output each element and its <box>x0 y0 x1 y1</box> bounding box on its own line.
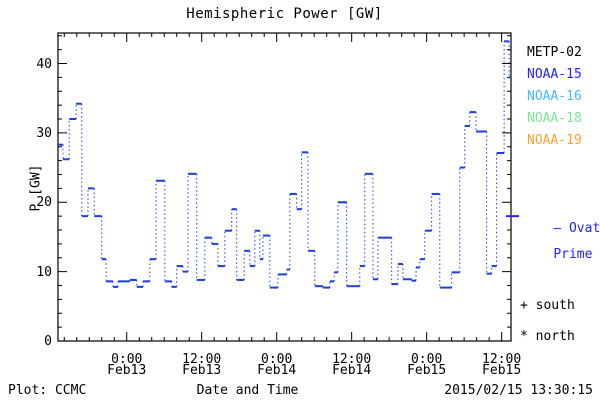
legend-item-noaa16: NOAA-16 <box>527 89 582 104</box>
x-tick-time: 0:00 <box>410 352 443 367</box>
legend-item-noaa15: NOAA-15 <box>527 67 582 82</box>
x-tick-time: 0:00 <box>261 352 293 367</box>
x-tick-time: 12:00 <box>182 352 222 367</box>
north-marker-label: * north <box>520 329 575 344</box>
x-tick-time: 12:00 <box>482 352 522 367</box>
ovation-label-line2: Prime HPI <box>553 247 593 262</box>
x-tick-date: Feb14 <box>332 363 372 378</box>
legend-item-noaa19: NOAA-19 <box>527 133 582 148</box>
y-axis-tick-label: 30 <box>36 125 52 141</box>
x-tick-date: Feb13 <box>107 363 147 378</box>
y-axis-tick-label: 10 <box>36 264 52 280</box>
x-axis-title: Date and Time <box>196 383 299 398</box>
legend-item-metp02: METP-02 <box>527 45 582 60</box>
plot-border <box>57 32 512 342</box>
x-tick-date: Feb15 <box>482 363 522 378</box>
x-axis-tick-label: 0:00 Feb13 <box>87 352 167 378</box>
y-axis-tick-label: 0 <box>44 334 52 349</box>
x-tick-date: Feb15 <box>407 363 447 378</box>
footer-credit: Plot: CCMC <box>8 383 87 398</box>
x-tick-time: 12:00 <box>332 352 372 367</box>
y-axis-tick-label: 20 <box>36 195 52 211</box>
y-axis-tick-label: 40 <box>36 56 52 72</box>
ovation-label-line1: — Ovation <box>553 221 600 236</box>
x-axis-tick-label: 12:00 Feb15 <box>462 352 542 378</box>
south-marker-label: + south <box>520 298 575 313</box>
legend-item-noaa18: NOAA-18 <box>527 111 582 126</box>
x-tick-date: Feb13 <box>182 363 222 378</box>
x-axis-tick-label: 12:00 Feb14 <box>312 352 392 378</box>
x-axis-tick-label: 12:00 Feb13 <box>162 352 242 378</box>
x-axis-tick-label: 0:00 Feb15 <box>387 352 467 378</box>
legend-item-ovation-prime-hpi: — Ovation Prime HPI <box>522 209 600 274</box>
x-tick-time: 0:00 <box>111 352 143 367</box>
x-axis-tick-label: 0:00 Feb14 <box>237 352 317 378</box>
x-tick-date: Feb14 <box>257 363 297 378</box>
footer-timestamp: 2015/02/15 13:30:15 <box>444 383 593 398</box>
chart-title: Hemispheric Power [GW] <box>186 6 383 22</box>
